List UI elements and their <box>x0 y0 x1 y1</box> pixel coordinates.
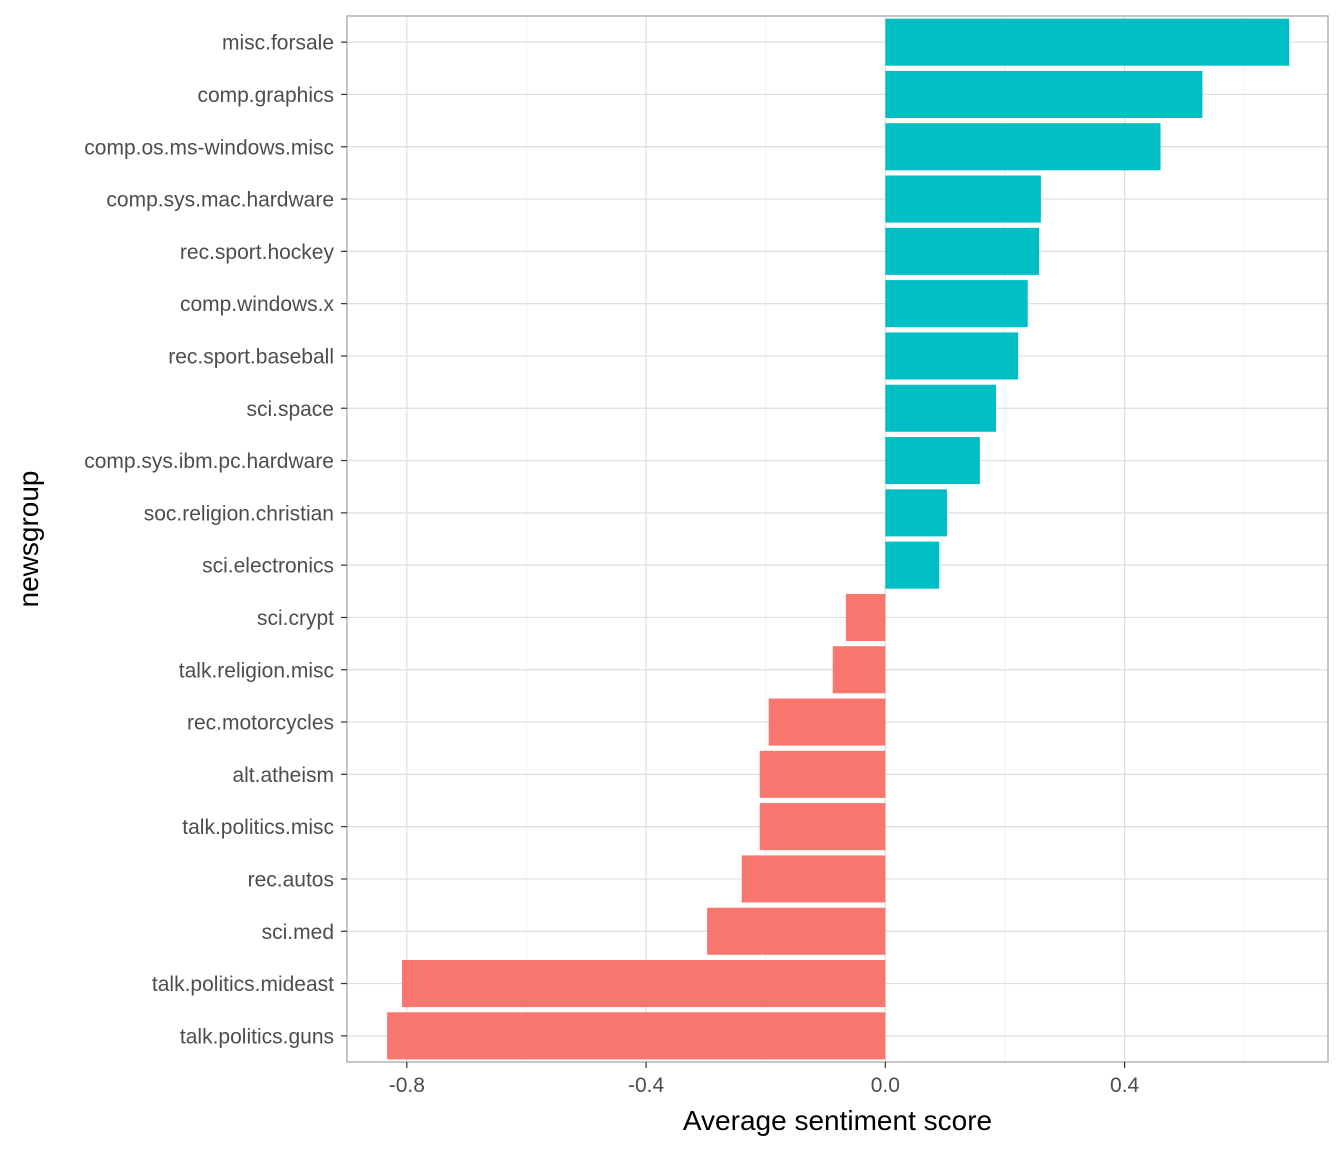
y-tick-label: comp.sys.mac.hardware <box>106 189 334 212</box>
y-tick-label: rec.autos <box>248 868 334 891</box>
y-tick-label: rec.motorcycles <box>187 712 334 735</box>
x-tick-label: -0.8 <box>389 1074 425 1097</box>
bar-rec.motorcycles <box>768 698 886 746</box>
bar-talk.politics.mideast <box>402 960 886 1008</box>
bars <box>387 18 1290 1060</box>
y-axis: misc.forsale comp.graphics comp.os.ms-wind… <box>84 32 347 1048</box>
y-tick-label: sci.space <box>246 398 334 421</box>
x-axis-title: Average sentiment score <box>683 1105 992 1136</box>
y-tick-label: alt.atheism <box>232 764 334 787</box>
y-tick-label: sci.med <box>262 921 334 944</box>
bar-sci.med <box>707 907 886 955</box>
y-tick-label: talk.politics.misc <box>182 816 334 839</box>
bar-rec.autos <box>741 855 886 903</box>
bar-talk.politics.misc <box>759 803 886 851</box>
y-tick-label: talk.religion.misc <box>179 659 334 682</box>
x-tick-label: -0.4 <box>628 1074 665 1097</box>
y-tick-label: comp.sys.ibm.pc.hardware <box>84 450 334 473</box>
bar-comp.sys.ibm.pc.hardware <box>885 437 980 485</box>
grid-lines <box>347 16 1328 1062</box>
bar-rec.sport.baseball <box>885 332 1019 380</box>
y-tick-label: misc.forsale <box>222 32 334 55</box>
y-tick-label: talk.politics.mideast <box>152 973 334 996</box>
y-tick-label: comp.windows.x <box>180 293 335 316</box>
bar-talk.politics.guns <box>387 1012 886 1060</box>
y-tick-label: sci.crypt <box>257 607 334 630</box>
bar-alt.atheism <box>759 750 886 798</box>
bar-comp.graphics <box>885 70 1203 118</box>
bar-comp.windows.x <box>885 280 1028 328</box>
x-axis: -0.8 -0.4 0.0 0.4 <box>389 1062 1140 1097</box>
bar-sci.electronics <box>885 541 940 589</box>
x-tick-label: 0.4 <box>1110 1074 1140 1097</box>
bar-soc.religion.christian <box>885 489 947 537</box>
y-tick-label: sci.electronics <box>202 555 334 578</box>
y-axis-title: newsgroup <box>13 471 44 608</box>
y-tick-label: talk.politics.guns <box>180 1025 334 1048</box>
bar-talk.religion.misc <box>832 646 886 694</box>
x-tick-label: 0.0 <box>871 1074 900 1097</box>
bar-rec.sport.hockey <box>885 227 1040 275</box>
y-tick-label: rec.sport.baseball <box>168 345 334 368</box>
bar-sci.space <box>885 384 997 432</box>
bar-comp.sys.mac.hardware <box>885 175 1041 223</box>
bar-sci.crypt <box>845 593 886 641</box>
y-tick-label: rec.sport.hockey <box>180 241 335 264</box>
bar-misc.forsale <box>885 18 1290 66</box>
y-tick-label: comp.graphics <box>197 84 334 107</box>
panel-border <box>346 15 1329 1063</box>
bar-comp.os.ms-windows.misc <box>885 123 1161 171</box>
y-tick-label: soc.religion.christian <box>144 502 334 525</box>
y-tick-label: comp.os.ms-windows.misc <box>84 136 334 159</box>
